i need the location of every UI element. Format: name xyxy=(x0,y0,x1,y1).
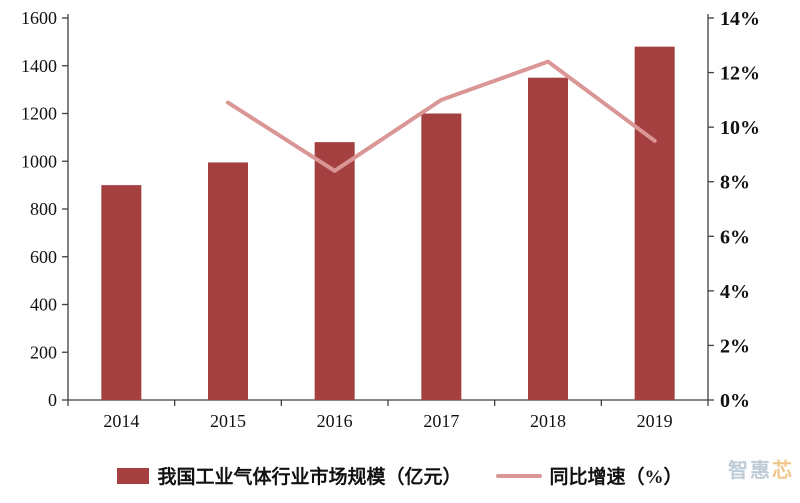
svg-text:200: 200 xyxy=(30,342,57,362)
svg-text:2019: 2019 xyxy=(637,411,673,431)
svg-text:400: 400 xyxy=(30,295,57,315)
svg-text:1400: 1400 xyxy=(21,56,57,76)
bar-series-swatch xyxy=(117,467,150,484)
chart-legend: 我国工业气体行业市场规模（亿元） 同比增速（%） xyxy=(0,462,800,489)
svg-text:0: 0 xyxy=(48,390,57,410)
legend-item-growth-rate: 同比增速（%） xyxy=(495,462,683,489)
svg-text:6%: 6% xyxy=(720,226,750,248)
svg-text:4%: 4% xyxy=(720,281,750,303)
watermark-logo: 智惠芯 xyxy=(728,460,794,482)
market-size-growth-chart: 0 200 400 600 800 1000 1200 1400 1600 0% 2% 4% 6% 8% 1… xyxy=(21,8,760,431)
svg-text:2015: 2015 xyxy=(210,411,246,431)
svg-text:600: 600 xyxy=(30,247,57,267)
svg-text:1000: 1000 xyxy=(21,151,57,171)
svg-text:1600: 1600 xyxy=(21,8,57,28)
svg-text:12%: 12% xyxy=(720,63,760,85)
line-series-label: 同比增速（%） xyxy=(549,467,683,488)
line-series-swatch xyxy=(495,473,542,478)
svg-text:2017: 2017 xyxy=(423,411,459,431)
svg-text:2%: 2% xyxy=(720,335,750,357)
svg-text:1200: 1200 xyxy=(21,104,57,124)
svg-text:2014: 2014 xyxy=(103,411,139,431)
svg-text:8%: 8% xyxy=(720,172,750,194)
svg-text:2018: 2018 xyxy=(530,411,566,431)
svg-text:2016: 2016 xyxy=(317,411,353,431)
svg-text:14%: 14% xyxy=(720,8,760,30)
legend-item-market-size: 我国工业气体行业市场规模（亿元） xyxy=(117,462,462,489)
svg-text:10%: 10% xyxy=(720,117,760,139)
svg-text:0%: 0% xyxy=(720,390,750,412)
svg-text:800: 800 xyxy=(30,199,57,219)
bar-series-label: 我国工业气体行业市场规模（亿元） xyxy=(157,467,462,488)
